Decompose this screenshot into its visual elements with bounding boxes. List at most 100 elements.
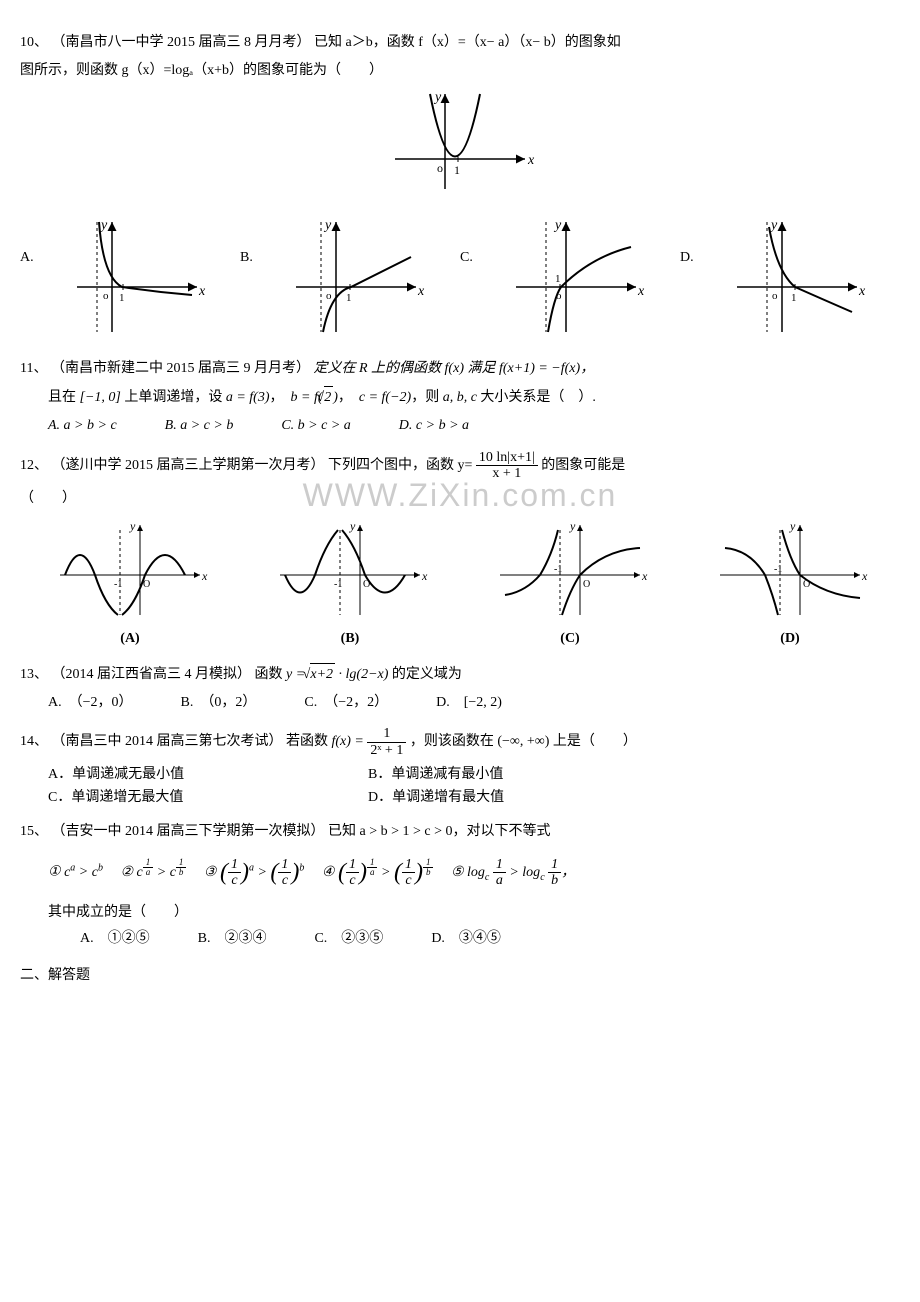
- question-14: 14、 （南昌三中 2014 届高三第七次考试） 若函数 f(x) = 1 2ˣ…: [20, 726, 900, 809]
- q15-opt-C: C. ②③⑤: [314, 928, 383, 950]
- svg-text:y: y: [569, 519, 576, 533]
- q12-paren: （ ）: [20, 488, 900, 510]
- svg-text:1: 1: [119, 292, 125, 304]
- q15-inequalities: ① ca > cb ② c1a > c1b ③ (1c)a > (1c)b ④ …: [48, 853, 900, 891]
- q15-source: （吉安一中 2014 届高三下学期第一次模拟）: [52, 824, 325, 839]
- q13-options: A. （−2，0） B. （0，2） C. （−2，2） D. [−2, 2): [48, 692, 900, 714]
- q15-opt-B: B. ②③④: [198, 928, 267, 950]
- svg-text:x: x: [198, 284, 206, 299]
- question-15: 15、 （吉安一中 2014 届高三下学期第一次模拟） 已知 a > b > 1…: [20, 821, 900, 951]
- q14-frac-den: 2ˣ + 1: [367, 743, 406, 758]
- q12-fig-A: x y O -1 (A): [20, 520, 240, 651]
- svg-text:-1: -1: [774, 564, 782, 575]
- q12-fig-D: x y O -1 (D): [680, 520, 900, 651]
- q14-number: 14、: [20, 735, 48, 750]
- question-12: 12、 （遂川中学 2015 届高三上学期第一次月考） 下列四个图中，函数 y=…: [20, 450, 900, 651]
- q14-frac-num: 1: [367, 726, 406, 742]
- q11-opt-D: D. c > b > a: [399, 415, 469, 437]
- q14-opt-A: A．单调递减无最小值: [48, 764, 368, 786]
- q10-label-A: A.: [20, 247, 34, 269]
- q10-label-D: D.: [680, 247, 694, 269]
- q11-number: 11、: [20, 361, 47, 376]
- q12-figrow: x y O -1 (A) x y O -1: [20, 520, 900, 651]
- q11-options: A. a > b > c B. a > c > b C. b > c > a D…: [48, 415, 900, 437]
- q12-label-B: (B): [240, 628, 460, 650]
- q12-text2: 的图象可能是: [541, 458, 625, 473]
- svg-text:-1: -1: [114, 579, 122, 590]
- svg-text:x: x: [858, 284, 866, 299]
- q13-opt-A: A. （−2，0）: [48, 692, 133, 714]
- q15-ineq3: ③ (1c)a > (1c)b: [204, 865, 305, 880]
- q12-number: 12、: [20, 458, 48, 473]
- q11-line1: 11、 （南昌市新建二中 2015 届高三 9 月月考） 定义在 R 上的偶函数…: [20, 358, 900, 380]
- q13-line: 13、 （2014 届江西省高三 4 月模拟） 函数 y = x+2 · lg(…: [20, 663, 900, 686]
- section-2-heading: 二、解答题: [20, 965, 900, 987]
- q10-fig-C: x y o 1: [506, 217, 646, 337]
- q12-text1: 下列四个图中，函数 y=: [328, 458, 472, 473]
- q15-options: A. ①②⑤ B. ②③④ C. ②③⑤ D. ③④⑤: [80, 928, 900, 950]
- q10-label-B: B.: [240, 247, 253, 269]
- q10-fig-A: x y o 1: [67, 217, 207, 337]
- svg-text:x: x: [417, 284, 425, 299]
- svg-text:-1: -1: [554, 564, 562, 575]
- svg-text:y: y: [789, 519, 796, 533]
- svg-text:y: y: [323, 218, 332, 233]
- question-13: 13、 （2014 届江西省高三 4 月模拟） 函数 y = x+2 · lg(…: [20, 663, 900, 715]
- q10-option-B: B. x y o 1: [240, 217, 460, 345]
- q14-text2: ，则该函数在 (−∞, +∞) 上是（ ）: [410, 735, 637, 750]
- q14-opt-B: B．单调递减有最小值: [368, 764, 503, 786]
- q10-options-row: A. x y o 1 B. x y o: [20, 217, 900, 345]
- q10-text2: 图所示，则函数 g（x）=logₐ（x+b）的图象可能为（ ）: [20, 60, 900, 82]
- q11-opt-C: C. b > c > a: [281, 415, 350, 437]
- q13-opt-D: D. [−2, 2): [436, 692, 502, 714]
- svg-text:o: o: [437, 161, 443, 175]
- q14-opt-D: D．单调递增有最大值: [368, 787, 504, 809]
- q12-label-C: (C): [460, 628, 680, 650]
- svg-text:y: y: [433, 90, 442, 105]
- q15-opt-D: D. ③④⑤: [431, 928, 501, 950]
- q11-text1: 定义在 R 上的偶函数 f(x) 满足 f(x+1) = −f(x)，: [313, 361, 594, 376]
- svg-text:o: o: [326, 290, 332, 302]
- q15-number: 15、: [20, 824, 48, 839]
- q15-line: 15、 （吉安一中 2014 届高三下学期第一次模拟） 已知 a > b > 1…: [20, 821, 900, 843]
- q12-label-A: (A): [20, 628, 240, 650]
- q10-option-A: A. x y o 1: [20, 217, 240, 345]
- q13-opt-C: C. （−2，2）: [304, 692, 388, 714]
- q15-ineq1: ① ca > cb: [48, 865, 103, 880]
- q10-fig-B: x y o 1: [286, 217, 426, 337]
- svg-text:x: x: [637, 284, 645, 299]
- q10-number: 10、: [20, 35, 48, 50]
- q13-number: 13、: [20, 667, 48, 682]
- q10-option-C: C. x y o 1: [460, 217, 680, 345]
- q12-source: （遂川中学 2015 届高三上学期第一次月考）: [52, 458, 325, 473]
- q14-fx: f(x) =: [332, 735, 368, 750]
- q14-source: （南昌三中 2014 届高三第七次考试）: [52, 735, 283, 750]
- q11-line2: 且在 [−1, 0] 上单调递增，设 a = f(3)， b = f(2)， c…: [48, 386, 900, 409]
- svg-text:x: x: [861, 569, 868, 583]
- q10-label-C: C.: [460, 247, 473, 269]
- q10-source: （南昌市八一中学 2015 届高三 8 月月考）: [52, 35, 311, 50]
- q12-fig-B: x y O -1 (B): [240, 520, 460, 651]
- svg-text:x: x: [641, 569, 648, 583]
- svg-text:y: y: [129, 519, 136, 533]
- q12-fraction: 10 ln|x+1| x + 1: [476, 450, 538, 482]
- q14-options: A．单调递减无最小值 B．单调递减有最小值 C．单调递增无最大值 D．单调递增有…: [48, 764, 900, 809]
- svg-text:y: y: [349, 519, 356, 533]
- q10-text1: 已知 a＞b，函数 f（x）=（x− a）（x− b）的图象如: [314, 35, 621, 50]
- svg-text:O: O: [583, 579, 590, 590]
- q15-text: 已知 a > b > 1 > c > 0，对以下不等式: [328, 824, 551, 839]
- q10-text: 10、 （南昌市八一中学 2015 届高三 8 月月考） 已知 a＞b，函数 f…: [20, 32, 900, 54]
- q12-label-D: (D): [680, 628, 900, 650]
- q15-ineq4: ④ (1c)1a > (1c)1b: [322, 865, 434, 880]
- svg-text:y: y: [553, 218, 562, 233]
- q15-text2: 其中成立的是（ ）: [48, 902, 900, 924]
- q12-line1: 12、 （遂川中学 2015 届高三上学期第一次月考） 下列四个图中，函数 y=…: [20, 450, 900, 482]
- question-10: 10、 （南昌市八一中学 2015 届高三 8 月月考） 已知 a＞b，函数 f…: [20, 32, 900, 346]
- q14-line: 14、 （南昌三中 2014 届高三第七次考试） 若函数 f(x) = 1 2ˣ…: [20, 726, 900, 758]
- svg-text:x: x: [527, 153, 535, 168]
- svg-text:o: o: [772, 290, 778, 302]
- svg-text:x: x: [201, 569, 208, 583]
- q15-ineq5: ⑤ logc 1a > logc 1b，: [451, 865, 575, 880]
- svg-text:1: 1: [555, 273, 561, 285]
- q12-frac-den: x + 1: [476, 466, 538, 481]
